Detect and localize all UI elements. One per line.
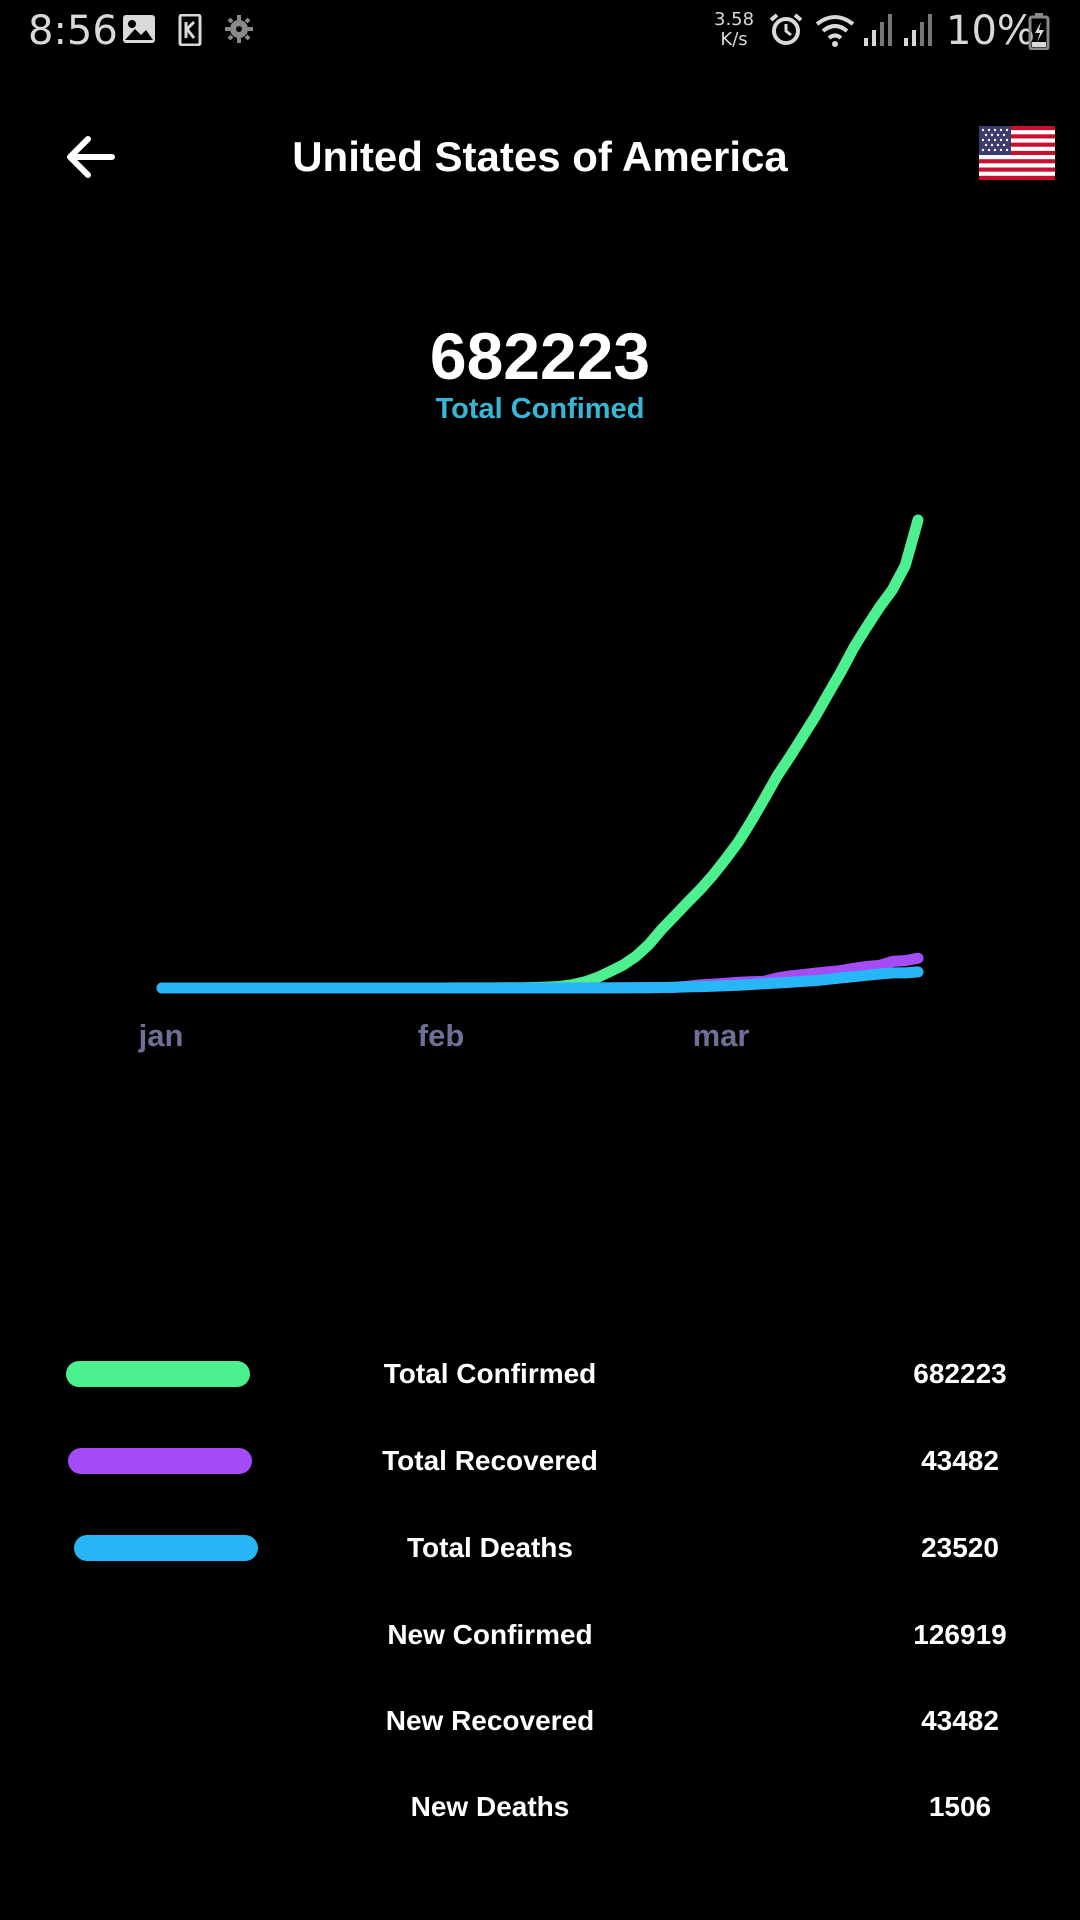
legend-value: 43482 xyxy=(921,1445,999,1476)
alarm-icon xyxy=(768,12,804,53)
status-time: 8:56 xyxy=(28,8,118,54)
recovered-swatch xyxy=(68,1448,252,1474)
page-title: United States of America xyxy=(292,133,788,180)
total-confirmed-value: 682223 xyxy=(429,319,651,393)
legend-label: Total Recovered xyxy=(382,1445,598,1476)
net-speed-value: 3.58 xyxy=(714,9,755,30)
us-flag-icon xyxy=(979,126,1055,180)
net-speed: 3.58 K/s xyxy=(714,10,754,50)
confirmed-swatch xyxy=(66,1361,250,1387)
app-header: United States of America xyxy=(0,95,1080,210)
signal-icon xyxy=(902,12,932,51)
legend-row: New Confirmed 126919 xyxy=(0,1605,1080,1665)
wifi-icon xyxy=(814,12,856,53)
status-bar: 8:56 3.58 K/s 10% xyxy=(0,0,1080,62)
legend-row: Total Deaths 23520 xyxy=(0,1518,1080,1578)
legend-value: 126919 xyxy=(913,1619,1007,1650)
series-line-total-confirmed xyxy=(156,514,924,994)
legend-row: New Recovered 43482 xyxy=(0,1691,1080,1751)
k-app-icon xyxy=(178,13,202,51)
net-speed-unit: K/s xyxy=(720,29,748,50)
legend-label: New Confirmed xyxy=(387,1619,593,1650)
legend-value: 23520 xyxy=(921,1532,999,1563)
legend-value: 43482 xyxy=(921,1705,999,1736)
x-tick-label: feb xyxy=(418,1018,465,1053)
total-confirmed-label: Total Confimed xyxy=(435,393,645,425)
back-button[interactable] xyxy=(60,127,120,187)
legend-label: New Recovered xyxy=(385,1705,595,1736)
deaths-swatch xyxy=(74,1535,258,1561)
battery-percent: 10% xyxy=(946,8,1035,54)
x-tick-label: jan xyxy=(138,1018,184,1053)
battery-icon xyxy=(1028,12,1050,55)
settings-gear-icon xyxy=(224,14,254,49)
legend-label: Total Deaths xyxy=(407,1532,573,1563)
arrow-left-icon xyxy=(67,136,115,178)
legend-value: 1506 xyxy=(928,1791,992,1822)
legend-row: Total Recovered 43482 xyxy=(0,1431,1080,1491)
signal-icon xyxy=(862,12,892,51)
legend-row: Total Confirmed 682223 xyxy=(0,1344,1080,1404)
legend-row: New Deaths 1506 xyxy=(0,1777,1080,1837)
legend-label: Total Confirmed xyxy=(383,1358,597,1389)
legend-label: New Deaths xyxy=(410,1791,570,1822)
image-icon xyxy=(122,14,156,49)
x-tick-label: mar xyxy=(693,1018,750,1053)
series-line-total-deaths xyxy=(156,966,924,994)
cases-line-chart: jan feb mar xyxy=(138,514,924,1053)
legend-value: 682223 xyxy=(913,1358,1007,1389)
